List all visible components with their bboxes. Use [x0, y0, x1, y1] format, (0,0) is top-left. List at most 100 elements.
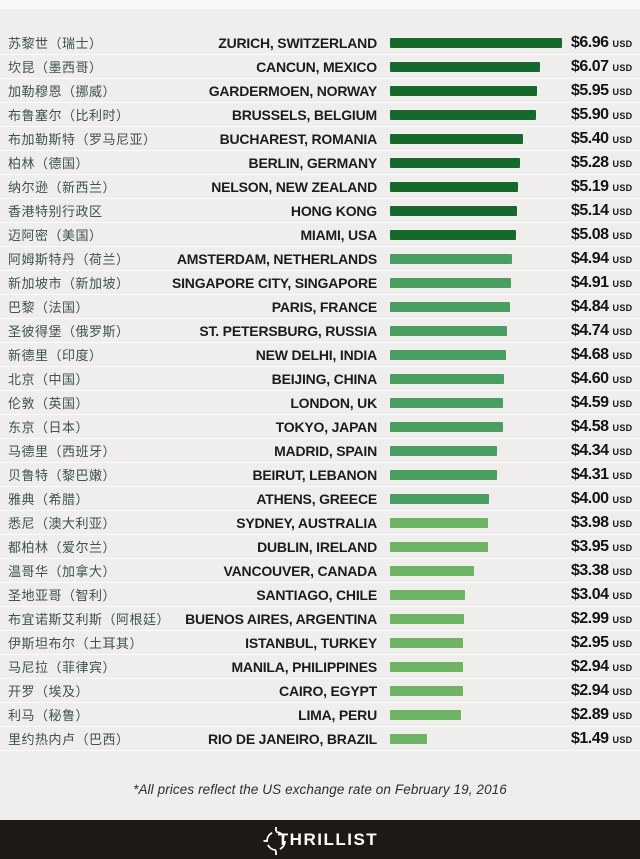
price-label: $5.90	[571, 105, 609, 123]
price-zone: $4.68 USD	[562, 346, 640, 364]
price-bar	[390, 205, 518, 216]
price-label: $6.96	[571, 33, 609, 51]
city-label-en: BEIRUT, LEBANON	[252, 466, 377, 483]
price-bar	[390, 397, 504, 408]
price-bar-chart: 苏黎世（瑞士） ZURICH, SWITZERLAND $6.96 USD 坎昆（墨西哥…	[0, 9, 640, 799]
price-zone: $4.84 USD	[562, 298, 640, 316]
price-zone: $5.19 USD	[562, 178, 640, 196]
price-bar	[390, 301, 510, 312]
city-label-en: MANILA, PHILIPPINES	[231, 658, 377, 675]
brand-text: THRILLIST	[277, 829, 379, 849]
currency-unit-label: USD	[612, 638, 633, 649]
city-label-zh: 香港特别行政区	[8, 204, 103, 219]
price-label: $4.59	[571, 393, 609, 411]
city-label-zh: 伊斯坦布尔（土耳其）	[8, 636, 144, 651]
currency-unit-label: USD	[612, 542, 633, 553]
chart-row: 贝鲁特（黎巴嫩） BEIRUT, LEBANON $4.31 USD	[0, 463, 640, 487]
city-label-en: HONG KONG	[290, 202, 377, 219]
currency-unit-label: USD	[612, 302, 633, 313]
price-bar	[390, 157, 521, 168]
currency-unit-label: USD	[612, 494, 633, 505]
city-label-en: MIAMI, USA	[300, 226, 377, 243]
chart-row: 布加勒斯特（罗马尼亚） BUCHAREST, ROMANIA $5.40 USD	[0, 127, 640, 151]
city-label-en: BERLIN, GERMANY	[248, 154, 378, 171]
bar-zone	[390, 205, 562, 216]
price-label: $3.95	[571, 537, 609, 555]
city-label-en: SYDNEY, AUSTRALIA	[236, 514, 377, 531]
price-zone: $5.08 USD	[562, 226, 640, 244]
currency-unit-label: USD	[612, 470, 633, 481]
currency-unit-label: USD	[612, 566, 633, 577]
chart-row: 北京（中国） BEIJING, CHINA $4.60 USD	[0, 367, 640, 391]
bar-zone	[390, 517, 562, 528]
currency-unit-label: USD	[612, 230, 633, 241]
bar-zone	[390, 469, 562, 480]
price-zone: $4.58 USD	[562, 418, 640, 436]
chart-row: 巴黎（法国） PARIS, FRANCE $4.84 USD	[0, 295, 640, 319]
currency-unit-label: USD	[612, 182, 633, 193]
city-label-en: PARIS, FRANCE	[271, 298, 377, 315]
chart-row: 里约热内卢（巴西） RIO DE JANEIRO, BRAZIL $1.49 USD	[0, 727, 640, 751]
currency-unit-label: USD	[612, 158, 633, 169]
price-zone: $6.96 USD	[562, 34, 640, 52]
price-zone: $3.04 USD	[562, 586, 640, 604]
price-zone: $4.34 USD	[562, 442, 640, 460]
chart-row: 温哥华（加拿大） VANCOUVER, CANADA $3.38 USD	[0, 559, 640, 583]
city-label-zh: 布鲁塞尔（比利时）	[8, 108, 130, 123]
currency-unit-label: USD	[612, 422, 633, 433]
top-strip	[0, 0, 640, 9]
currency-unit-label: USD	[612, 710, 633, 721]
crosshair-circle-icon	[263, 826, 286, 855]
bar-zone	[390, 685, 562, 696]
price-label: $5.19	[571, 177, 609, 195]
currency-unit-label: USD	[612, 206, 633, 217]
price-bar	[390, 445, 498, 456]
currency-unit-label: USD	[612, 446, 633, 457]
price-label: $5.28	[571, 153, 609, 171]
price-zone: $4.59 USD	[562, 394, 640, 412]
city-label-zh: 新德里（印度）	[8, 348, 103, 363]
city-label-en: ATHENS, GREECE	[256, 490, 377, 507]
chart-row: 苏黎世（瑞士） ZURICH, SWITZERLAND $6.96 USD	[0, 31, 640, 55]
price-label: $5.40	[571, 129, 609, 147]
city-label-zh: 温哥华（加拿大）	[8, 564, 117, 579]
city-label-en: SINGAPORE CITY, SINGAPORE	[171, 274, 377, 291]
city-label-zh: 雅典（希腊）	[8, 492, 90, 507]
price-bar	[390, 349, 506, 360]
chart-row: 阿姆斯特丹（荷兰） AMSTERDAM, NETHERLANDS $4.94 USD	[0, 247, 640, 271]
price-bar	[390, 517, 489, 528]
price-bar	[390, 541, 488, 552]
currency-unit-label: USD	[612, 614, 633, 625]
bar-zone	[390, 109, 562, 120]
price-bar	[390, 589, 466, 600]
chart-row: 东京（日本） TOKYO, JAPAN $4.58 USD	[0, 415, 640, 439]
price-label: $4.60	[571, 369, 609, 387]
price-label: $4.34	[571, 441, 609, 459]
chart-row: 利马（秘鲁） LIMA, PERU $2.89 USD	[0, 703, 640, 727]
city-label-en: BUENOS AIRES, ARGENTINA	[185, 610, 377, 627]
bar-zone	[390, 133, 562, 144]
city-label-zh: 苏黎世（瑞士）	[8, 36, 103, 51]
price-label: $5.95	[571, 81, 609, 99]
price-zone: $2.89 USD	[562, 706, 640, 724]
price-label: $2.94	[571, 657, 609, 675]
currency-unit-label: USD	[612, 398, 633, 409]
price-bar	[390, 493, 489, 504]
price-label: $4.94	[571, 249, 609, 267]
price-zone: $2.94 USD	[562, 658, 640, 676]
city-label-zh: 新加坡市（新加坡）	[8, 276, 130, 291]
bar-zone	[390, 181, 562, 192]
price-label: $4.00	[571, 489, 609, 507]
price-label: $3.04	[571, 585, 609, 603]
chart-row: 悉尼（澳大利亚） SYDNEY, AUSTRALIA $3.98 USD	[0, 511, 640, 535]
chart-row: 新加坡市（新加坡） SINGAPORE CITY, SINGAPORE $4.91 U…	[0, 271, 640, 295]
city-label-zh: 利马（秘鲁）	[8, 708, 90, 723]
bar-zone	[390, 397, 562, 408]
price-bar	[390, 565, 474, 576]
chart-row: 布宜诺斯艾利斯（阿根廷） BUENOS AIRES, ARGENTINA $2.99…	[0, 607, 640, 631]
price-bar	[390, 325, 508, 336]
price-bar	[390, 685, 463, 696]
bar-zone	[390, 37, 562, 48]
chart-row: 纳尔逊（新西兰） NELSON, NEW ZEALAND $5.19 USD	[0, 175, 640, 199]
city-label-en: VANCOUVER, CANADA	[223, 562, 378, 579]
